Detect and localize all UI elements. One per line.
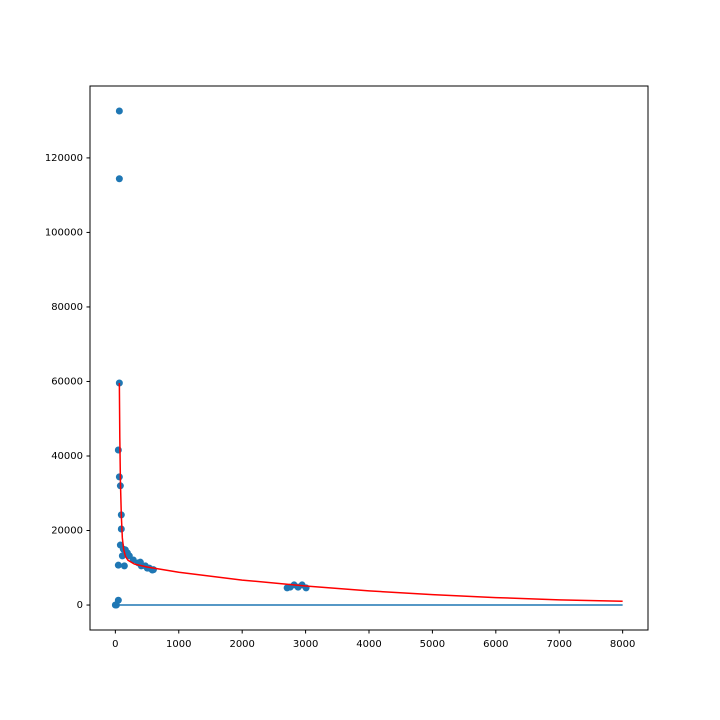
y-tick-label: 60000 <box>51 376 83 387</box>
scatter-point <box>114 561 122 569</box>
x-tick-label: 2000 <box>229 639 254 650</box>
scatter-point <box>136 558 144 566</box>
x-tick-label: 8000 <box>610 639 635 650</box>
x-tick-label: 1000 <box>166 639 191 650</box>
x-tick-label: 5000 <box>420 639 445 650</box>
y-tick-label: 0 <box>77 600 83 611</box>
scatter-point <box>115 107 123 115</box>
x-tick-label: 4000 <box>356 639 381 650</box>
y-tick-label: 100000 <box>45 227 83 238</box>
line-series <box>118 382 623 603</box>
scatter-point <box>115 175 123 183</box>
scatter-point <box>114 446 122 454</box>
x-tick-label: 6000 <box>483 639 508 650</box>
x-tick-label: 7000 <box>547 639 572 650</box>
y-tick-label: 40000 <box>51 451 83 462</box>
scatter-point <box>283 584 291 592</box>
y-tick-label: 20000 <box>51 526 83 537</box>
x-tick-label: 0 <box>112 639 118 650</box>
y-tick-label: 80000 <box>51 302 83 313</box>
scatter-point <box>120 562 128 570</box>
plot-area <box>111 107 623 609</box>
y-tick-label: 120000 <box>45 153 83 164</box>
scatter-point <box>115 473 123 481</box>
x-tick-label: 3000 <box>293 639 318 650</box>
